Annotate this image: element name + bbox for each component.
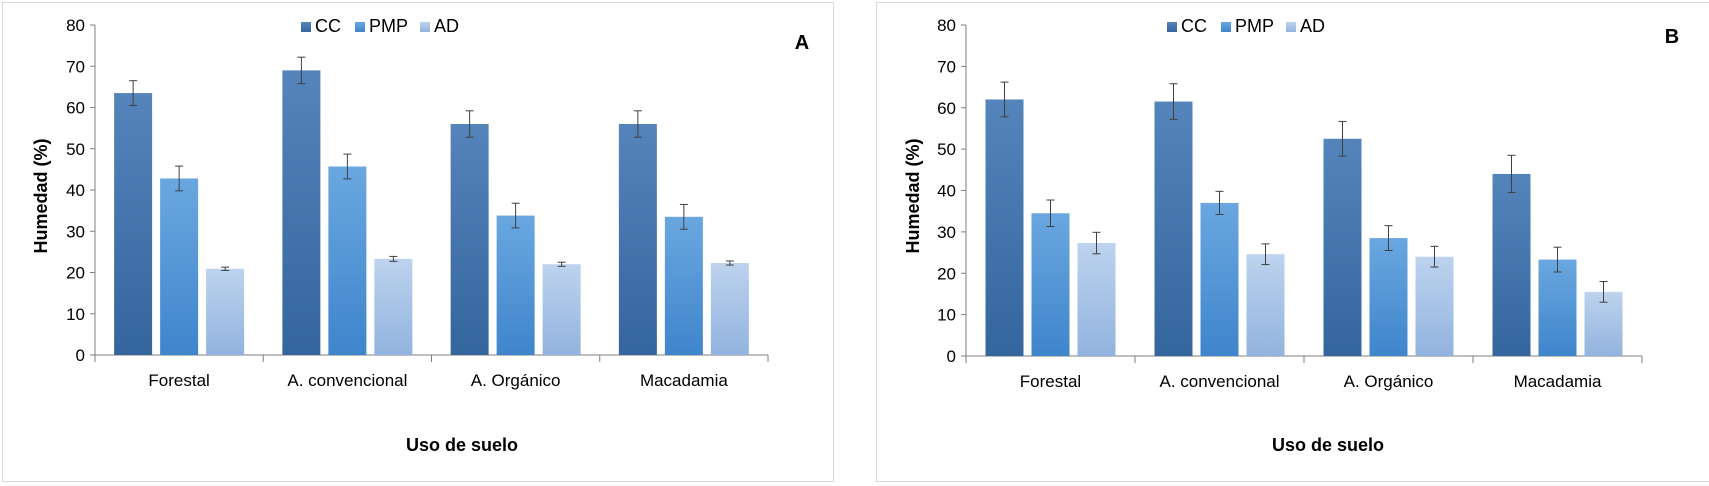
x-category-label: Forestal [1020,372,1081,391]
bar-ad [542,264,581,355]
bar-pmp [496,215,535,355]
x-category-label: A. convencional [1159,372,1279,391]
bar-ad [374,258,413,355]
bar-cc [1492,173,1531,356]
x-category-label: Forestal [148,371,209,390]
y-tick-label: 80 [66,16,85,35]
y-tick-label: 60 [66,99,85,118]
y-tick-label: 0 [947,347,956,366]
bar-cc [1154,101,1193,356]
y-tick-label: 40 [937,182,956,201]
bar-cc [618,124,657,355]
bar-cc [450,124,489,355]
y-tick-label: 30 [937,223,956,242]
legend-swatch-ad [420,22,430,32]
bar-cc [282,70,321,355]
legend-swatch-ad [1286,22,1296,32]
y-tick-label: 20 [66,264,85,283]
x-axis-title: Uso de suelo [406,435,518,455]
y-tick-label: 20 [937,264,956,283]
x-category-label: Macadamia [640,371,728,390]
x-category-label: Macadamia [1514,372,1602,391]
panel-letter: A [795,32,809,54]
y-tick-label: 60 [937,99,956,118]
bar-cc [114,93,153,355]
bar-ad [1077,243,1116,356]
bar-cc [985,99,1024,356]
y-tick-label: 30 [66,222,85,241]
bar-pmp [664,216,703,355]
bar-ad [710,263,749,355]
bar-pmp [1200,202,1239,356]
bar-ad [1415,256,1454,356]
x-category-label: A. Orgánico [471,371,561,390]
y-tick-label: 0 [76,346,85,365]
y-axis-title: Humedad (%) [31,138,51,253]
y-tick-label: 50 [937,140,956,159]
chart-panel-b: Humedad (%) Uso de suelo B 0 10 20 30 40 50 60… [876,2,1709,482]
y-tick-label: 50 [66,140,85,159]
legend-label-cc: CC [315,16,341,36]
legend-label-cc: CC [1181,16,1207,36]
bar-pmp [1031,213,1070,356]
bar-cc [1323,138,1362,356]
x-category-label: A. Orgánico [1344,372,1434,391]
bar-pmp [1538,259,1577,356]
legend-swatch-pmp [1221,22,1231,32]
chart-b-svg: Humedad (%) Uso de suelo B 0 10 20 30 40 50 60… [903,16,1679,455]
panel-letter: B [1665,26,1679,48]
legend-swatch-pmp [355,22,365,32]
legend-label-ad: AD [434,16,459,36]
y-tick-label: 10 [66,305,85,324]
bar-pmp [328,166,367,355]
legend-swatch-cc [1167,22,1177,32]
bar-ad [1246,254,1285,356]
chart-panel-a: Humedad (%) Uso de suelo A 0 10 20 30 40 50 60… [2,2,834,482]
y-axis-title: Humedad (%) [903,138,923,253]
legend-label-ad: AD [1300,16,1325,36]
x-category-label: A. convencional [287,371,407,390]
x-axis-title: Uso de suelo [1272,435,1384,455]
y-tick-label: 40 [66,181,85,200]
bar-pmp [1369,238,1408,356]
y-tick-label: 70 [937,57,956,76]
chart-a-svg: Humedad (%) Uso de suelo A 0 10 20 30 40 50 60… [31,16,809,455]
y-tick-label: 10 [937,306,956,325]
legend-swatch-cc [301,22,311,32]
legend-label-pmp: PMP [369,16,408,36]
legend-label-pmp: PMP [1235,16,1274,36]
bar-pmp [160,178,199,355]
y-tick-label: 70 [66,57,85,76]
y-tick-label: 80 [937,16,956,35]
bar-ad [206,268,245,355]
